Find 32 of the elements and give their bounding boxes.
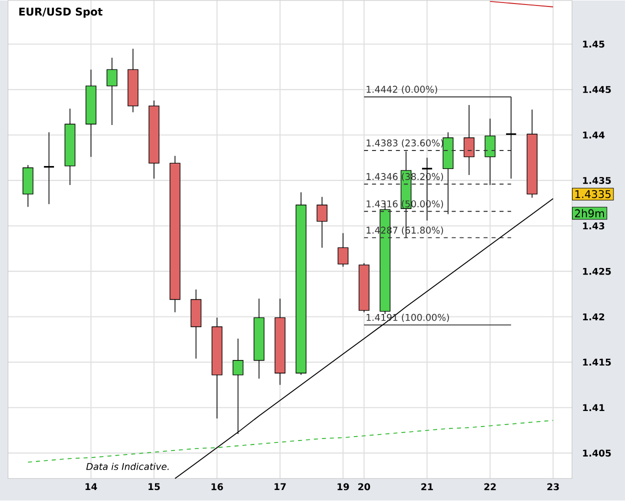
y-tick-label: 1.42 — [583, 314, 604, 320]
y-tick-label: 1.435 — [583, 177, 611, 184]
candlestick — [106, 58, 118, 126]
candlestick — [43, 132, 55, 205]
text: 1.4335 — [575, 190, 611, 198]
y-tick-label: 1.445 — [583, 86, 611, 94]
x-tick-label: 14 — [86, 483, 98, 490]
y-tick-label: 1.425 — [583, 268, 611, 276]
y-tick-label: 1.44 — [583, 132, 605, 139]
x-tick-label: 17 — [274, 483, 286, 490]
text: EUR/USD Spot — [19, 8, 102, 18]
y-tick-label: 1.41 — [583, 404, 604, 412]
candlestick — [316, 196, 328, 248]
candlestick — [232, 338, 244, 435]
annotation: 1.4442 (0.00%) — [366, 86, 438, 94]
candlestick — [484, 118, 496, 186]
x-tick-label: 16 — [212, 483, 223, 490]
annotation: Data is Indicative. — [86, 463, 169, 470]
x-tick-label: 23 — [547, 483, 559, 490]
x-tick-label: 19 — [338, 483, 349, 490]
y-tick-label: 1.405 — [583, 450, 611, 457]
candlestick — [338, 233, 348, 268]
y-tick-label: 1.43 — [583, 222, 604, 230]
candlestick — [505, 96, 517, 180]
text: 2h9m — [575, 209, 604, 218]
x-tick-label: 20 — [358, 483, 370, 490]
y-tick-label: 1.415 — [583, 359, 611, 366]
x-tick-label: 22 — [484, 483, 496, 490]
y-tick-label: 1.45 — [583, 40, 604, 48]
candlestick — [464, 104, 474, 176]
x-tick-label: 21 — [421, 483, 433, 490]
x-tick-label: 15 — [148, 483, 160, 490]
